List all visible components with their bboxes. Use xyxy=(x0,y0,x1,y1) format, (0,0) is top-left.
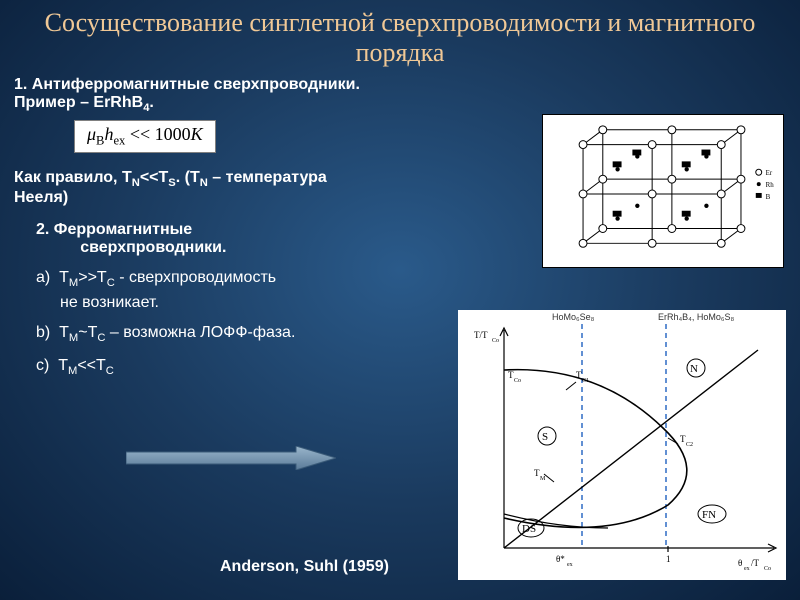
svg-text:ex: ex xyxy=(567,562,573,568)
formula-unit: K xyxy=(191,124,203,144)
phase-label-homose: HoMo₆Se₈ xyxy=(552,312,594,322)
formula-op: << xyxy=(125,124,154,144)
arrow-shape xyxy=(126,446,336,470)
crystal-figure: Er Rh B xyxy=(542,114,784,268)
rule-paren2: – температура xyxy=(208,169,327,186)
svg-text:Rh: Rh xyxy=(766,182,775,189)
slide-title: Сосуществование синглетной сверхпроводим… xyxy=(0,0,800,72)
item-a-letter: a) xyxy=(36,269,50,286)
item-a-s1: M xyxy=(69,277,78,289)
phase-label-errh: ErRh₄B₄, HoMo₆S₈ xyxy=(658,312,734,322)
item-b-pre: T xyxy=(59,324,69,341)
section2-item-c: c) TM<<TC xyxy=(36,355,416,380)
svg-text:/T: /T xyxy=(751,558,760,568)
svg-text:C1: C1 xyxy=(582,378,589,384)
svg-text:Er: Er xyxy=(766,170,773,177)
svg-text:M: M xyxy=(540,476,546,482)
section2: 2. Ферромагнитные сверхпроводники. a) TM… xyxy=(36,221,416,380)
formula-val: 1000 xyxy=(155,124,191,144)
svg-text:ex: ex xyxy=(744,566,750,572)
section1-line2-suffix: . xyxy=(149,94,153,111)
item-b-mid: ~T xyxy=(78,324,97,341)
svg-text:B: B xyxy=(766,194,771,201)
item-a-tail2: не возникает. xyxy=(60,294,159,311)
svg-text:1: 1 xyxy=(666,554,671,564)
formula-h-sub: ex xyxy=(113,134,125,148)
section2-head-line2: сверхпроводники. xyxy=(80,239,226,256)
section2-item-b: b) TM~TC – возможна ЛОФФ-фаза. xyxy=(36,322,416,347)
section1-line1: 1. Антиферромагнитные сверхпроводники. xyxy=(14,76,360,93)
item-b-s1: M xyxy=(69,332,78,344)
rule-nsub: N xyxy=(132,177,140,189)
svg-text:θ*: θ* xyxy=(556,554,565,564)
svg-text:DS: DS xyxy=(522,523,536,535)
item-b-tail: – возможна ЛОФФ-фаза. xyxy=(105,324,295,341)
rule-line2: Нееля) xyxy=(14,189,68,206)
svg-text:S: S xyxy=(542,431,548,443)
formula-box: μBhex << 1000K xyxy=(74,120,216,153)
svg-text:θ: θ xyxy=(738,558,742,568)
svg-text:Co: Co xyxy=(492,338,499,344)
rule-paren-sub: N xyxy=(200,177,208,189)
phase-diagram-figure: 1 N S DS FN TC1 TC2 TM TCo θ*ex xyxy=(458,310,786,580)
rule-ssub: S xyxy=(168,177,175,189)
item-a-pre: T xyxy=(59,269,69,286)
item-a-s2: C xyxy=(107,277,115,289)
svg-text:N: N xyxy=(690,363,698,375)
item-a-tail: - сверхпроводимость xyxy=(115,269,276,286)
section1-heading: 1. Антиферромагнитные сверхпроводники. П… xyxy=(14,76,786,114)
section2-item-a: a) TM>>TC - сверхпроводимость не возникае… xyxy=(36,267,416,314)
item-c-s2: C xyxy=(106,365,114,377)
svg-text:FN: FN xyxy=(702,509,716,521)
rule-paren1: . (T xyxy=(176,169,200,186)
section2-head-prefix: 2. Ферромагнитные xyxy=(36,221,192,238)
item-c-letter: c) xyxy=(36,357,49,374)
svg-text:Co: Co xyxy=(514,378,521,384)
svg-text:C2: C2 xyxy=(686,442,693,448)
svg-text:T/T: T/T xyxy=(474,330,488,340)
item-c-s1: M xyxy=(68,365,77,377)
rule-prefix: Как правило, T xyxy=(14,169,132,186)
item-b-letter: b) xyxy=(36,324,50,341)
rule-mid: <<T xyxy=(140,169,168,186)
section2-head: 2. Ферромагнитные сверхпроводники. xyxy=(36,221,416,257)
svg-text:Co: Co xyxy=(764,566,771,572)
item-c-mid: <<T xyxy=(77,357,105,374)
section1-line2-prefix: Пример – ErRhB xyxy=(14,94,143,111)
attribution: Anderson, Suhl (1959) xyxy=(220,558,389,576)
item-c-pre: T xyxy=(58,357,68,374)
item-a-mid: >>T xyxy=(78,269,106,286)
formula-mu: μ xyxy=(87,124,96,144)
